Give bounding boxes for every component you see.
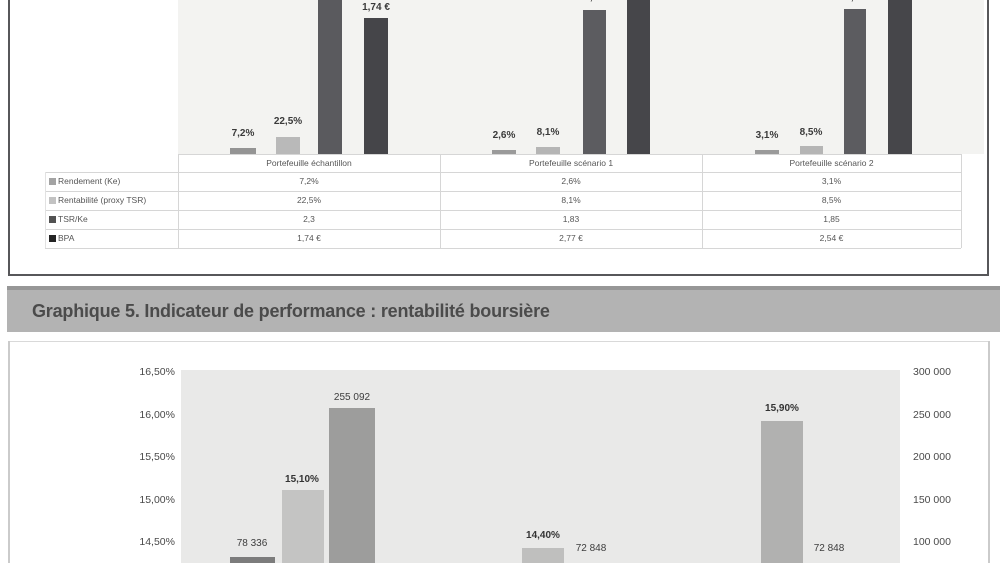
chart1-g2-rentabilite-bar [536,147,560,154]
chart2-g1-pct-label: 15,10% [285,474,319,485]
chart2-g3-pct-bar [761,421,803,563]
table-cell: 2,3 [303,214,315,224]
chart1-g1-rentabilite-bar [276,137,300,154]
section-heading: Graphique 5. Indicateur de performance :… [7,286,1000,332]
chart2-right-tick-4: 100 000 [913,536,951,548]
chart2-g1-count-bar [230,557,275,563]
chart2-g2-value-label: 72 848 [575,543,607,554]
chart1-g1-rendement-label: 7,2% [231,128,255,139]
box1-right-border [987,0,989,274]
table-cell: 1,74 € [297,233,321,243]
table-line [45,229,961,230]
table-cell: 8,1% [561,195,581,205]
table-line [45,172,961,173]
table-row-label-tsr: TSR/Ke [58,214,88,224]
table-cell: 2,6% [561,176,581,186]
chart1-g2-tsr-bar [583,10,606,154]
chart2-g1-value-bar [329,408,375,563]
chart1-g3-tsr-bar [844,9,866,154]
table-cell: 8,5% [821,195,842,205]
chart2-g1-pct-bar [282,490,324,563]
chart1-g3-bpa-bar [888,0,912,154]
chart2-left-tick-3: 15,00% [139,494,175,506]
chart2-left-tick-2: 15,50% [139,451,175,463]
chart1-g3-rentabilite-bar [800,146,823,154]
table-line [45,210,961,211]
chart1-g1-rendement-bar [230,148,256,154]
chart1-g1-rentabilite-label: 22,5% [273,116,303,127]
table-cell: 2,77 € [559,233,583,243]
chart1-g3-rendement-bar [755,150,779,154]
table-cell: 1,83 [562,214,580,224]
chart1-g3-rendement-label: 3,1% [755,130,779,141]
chart1-g1-bpa-bar [364,18,388,154]
chart2-right-tick-3: 150 000 [913,494,951,506]
chart2-g1-count-label: 78 336 [236,538,268,549]
table-line [961,154,962,248]
table-line [440,154,441,248]
legend-key-bpa [49,235,56,242]
table-line [702,154,703,248]
chart2-left-tick-1: 16,00% [139,409,175,421]
table-line [45,248,961,249]
table-header-scenario1: Portefeuille scénario 1 [528,158,614,168]
legend-key-rendement [49,178,56,185]
table-row-label-rentabilite: Rentabilité (proxy TSR) [58,195,147,205]
chart1-g1-tsr-bar [318,0,342,154]
table-line [178,154,961,155]
box2-top-border [8,341,990,342]
chart1-g2-rendement-bar [492,150,516,154]
legend-key-tsr [49,216,56,223]
chart2-g2-pct-label: 14,40% [526,530,560,541]
box1-left-border [8,0,10,274]
chart2-right-tick-0: 300 000 [913,366,951,378]
chart2-right-tick-1: 250 000 [913,409,951,421]
box1-bottom-border [8,274,989,276]
chart1-g2-rendement-label: 2,6% [492,130,516,141]
chart1-g3-rentabilite-label: 8,5% [799,127,823,138]
chart2-left-tick-0: 16,50% [139,366,175,378]
table-line [178,154,179,248]
table-row-label-bpa: BPA [58,233,75,243]
chart1-g3-tsr-label-clipped: 1,85 [832,0,878,4]
chart1-g2-bpa-bar [627,0,650,154]
chart2-left-tick-4: 14,50% [139,536,175,548]
table-row-label-rendement: Rendement (Ke) [58,176,121,186]
table-cell: 1,85 [823,214,840,224]
legend-key-rentabilite [49,197,56,204]
box2-right-border [988,341,990,563]
table-line [45,191,961,192]
chart2-g2-pct-bar [522,548,564,563]
table-cell: 22,5% [296,195,322,205]
table-cell: 2,54 € [819,233,844,243]
chart1-g2-tsr-label-clipped: 1,83 [571,0,617,4]
chart2-g3-pct-label: 15,90% [765,403,799,414]
table-cell: 3,1% [821,176,842,186]
table-line [45,172,46,248]
chart2-g1-value-label: 255 092 [333,392,371,403]
table-header-scenario2: Portefeuille scénario 2 [789,158,874,168]
chart2-right-tick-2: 200 000 [913,451,951,463]
table-header-echantillon: Portefeuille échantillon [266,158,352,168]
chart2-g3-value-label: 72 848 [813,543,845,554]
chart1-g1-bpa-label: 1,74 € [362,2,390,13]
box2-left-border [8,341,10,563]
chart1-g2-rentabilite-label: 8,1% [536,127,560,138]
table-cell: 7,2% [299,176,319,186]
